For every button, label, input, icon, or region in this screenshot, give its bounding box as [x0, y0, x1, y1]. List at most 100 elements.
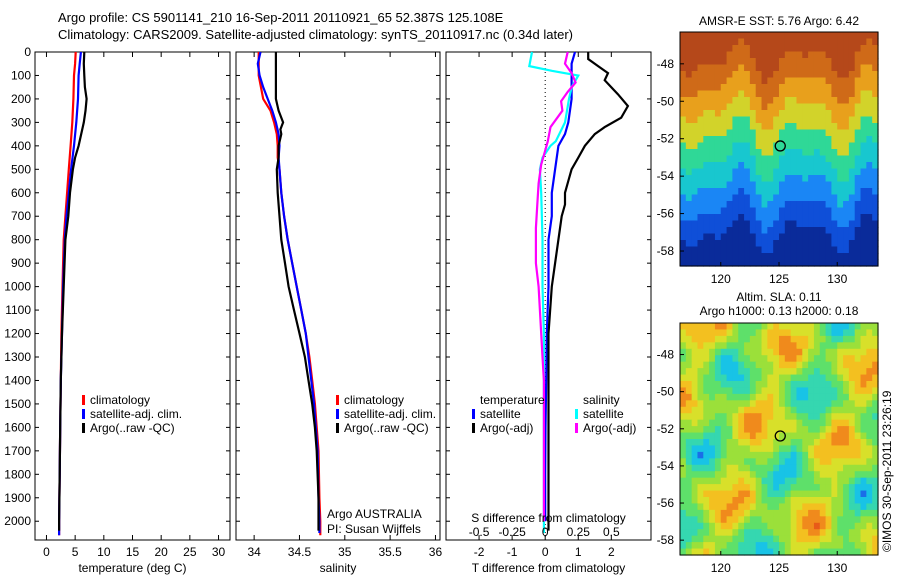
- depth-ytick-label: 1300: [4, 350, 31, 364]
- sst-cell: [773, 84, 780, 92]
- sst-cell: [819, 45, 827, 53]
- sst-cell: [872, 181, 879, 189]
- sst-cell: [726, 201, 734, 209]
- sla-cell: [755, 323, 763, 331]
- sla-cell: [796, 477, 803, 485]
- sla-cell: [843, 497, 850, 505]
- sst-cell: [685, 38, 693, 46]
- sst-cell: [866, 77, 873, 85]
- sla-cell: [813, 548, 821, 556]
- sst-cell: [784, 123, 792, 131]
- sla-cell: [767, 490, 774, 498]
- sla-cell: [749, 432, 757, 440]
- sst-cell: [837, 253, 844, 261]
- sst-ytick-label: -56: [657, 207, 675, 221]
- sla-cell: [732, 516, 739, 524]
- sst-cell: [872, 168, 879, 176]
- sst-cell: [808, 240, 815, 248]
- sst-cell: [808, 155, 815, 163]
- sst-cell: [837, 227, 844, 235]
- sla-cell: [709, 548, 716, 556]
- sst-cell: [819, 168, 827, 176]
- sla-cell: [680, 484, 687, 492]
- depth-ytick-label: 1700: [4, 444, 31, 458]
- sst-cell: [732, 103, 739, 111]
- sla-cell: [825, 342, 833, 350]
- sla-cell: [773, 522, 780, 530]
- sla-cell: [802, 381, 809, 389]
- sla-cell: [691, 445, 699, 453]
- sst-cell: [831, 220, 838, 228]
- sst-cell: [831, 51, 838, 59]
- sla-cell: [709, 484, 716, 492]
- sst-cell: [703, 38, 710, 46]
- sla-cell: [802, 535, 809, 543]
- sla-cell: [802, 458, 809, 466]
- sla-cell: [749, 426, 757, 434]
- sla-cell: [796, 400, 803, 408]
- sst-cell: [872, 136, 879, 144]
- sla-cell: [773, 439, 780, 447]
- sla-cell: [714, 335, 722, 343]
- sla-cell: [854, 529, 862, 537]
- salinity-xtick-label: 35.5: [378, 545, 402, 559]
- sst-cell: [854, 214, 862, 222]
- sla-cell: [819, 426, 827, 434]
- sst-cell: [848, 136, 856, 144]
- sst-cell: [854, 175, 862, 183]
- sst-cell: [744, 110, 751, 118]
- sla-cell: [866, 381, 873, 389]
- sla-cell: [779, 413, 786, 421]
- sst-cell: [790, 116, 798, 124]
- sla-cell: [779, 393, 786, 401]
- sla-cell: [813, 342, 821, 350]
- sla-cell: [749, 529, 757, 537]
- sla-cell: [796, 471, 803, 479]
- sla-cell: [872, 348, 879, 356]
- sst-cell: [843, 142, 850, 150]
- sla-cell: [691, 516, 699, 524]
- sla-cell: [773, 484, 780, 492]
- sst-cell: [703, 259, 710, 267]
- sla-cell: [767, 484, 774, 492]
- sla-cell: [755, 445, 763, 453]
- sst-cell: [843, 181, 850, 189]
- sst-cell: [790, 58, 798, 66]
- sla-cell: [848, 451, 856, 459]
- sla-cell: [784, 413, 792, 421]
- difference-salinity-legend-label: satellite: [583, 407, 624, 421]
- sst-cell: [837, 162, 844, 170]
- sla-cell: [843, 516, 850, 524]
- sla-cell: [813, 535, 821, 543]
- sst-cell: [680, 71, 687, 79]
- sla-cell: [854, 323, 862, 331]
- sla-cell: [866, 387, 873, 395]
- sst-cell: [720, 84, 728, 92]
- sst-cell: [784, 32, 792, 40]
- depth-ytick-label: 500: [11, 162, 31, 176]
- sst-cell: [808, 188, 815, 196]
- sst-cell: [860, 149, 867, 157]
- sla-cell: [779, 374, 786, 382]
- sla-cell: [767, 348, 774, 356]
- sst-cell: [720, 51, 728, 59]
- sst-cell: [813, 45, 821, 53]
- sla-cell: [691, 406, 699, 414]
- sla-cell: [825, 413, 833, 421]
- sla-cell: [732, 342, 739, 350]
- sst-cell: [703, 110, 710, 118]
- sst-cell: [779, 220, 786, 228]
- sla-cell: [726, 406, 734, 414]
- sst-cell: [866, 110, 873, 118]
- sla-cell: [837, 329, 844, 337]
- sla-cell: [872, 393, 879, 401]
- sla-cell: [680, 323, 687, 331]
- sst-cell: [755, 123, 763, 131]
- sla-cell: [697, 426, 704, 434]
- sst-cell: [691, 188, 699, 196]
- sst-cell: [831, 168, 838, 176]
- sst-cell: [726, 77, 734, 85]
- sla-cell: [825, 432, 833, 440]
- sla-cell: [872, 387, 879, 395]
- sst-cell: [784, 84, 792, 92]
